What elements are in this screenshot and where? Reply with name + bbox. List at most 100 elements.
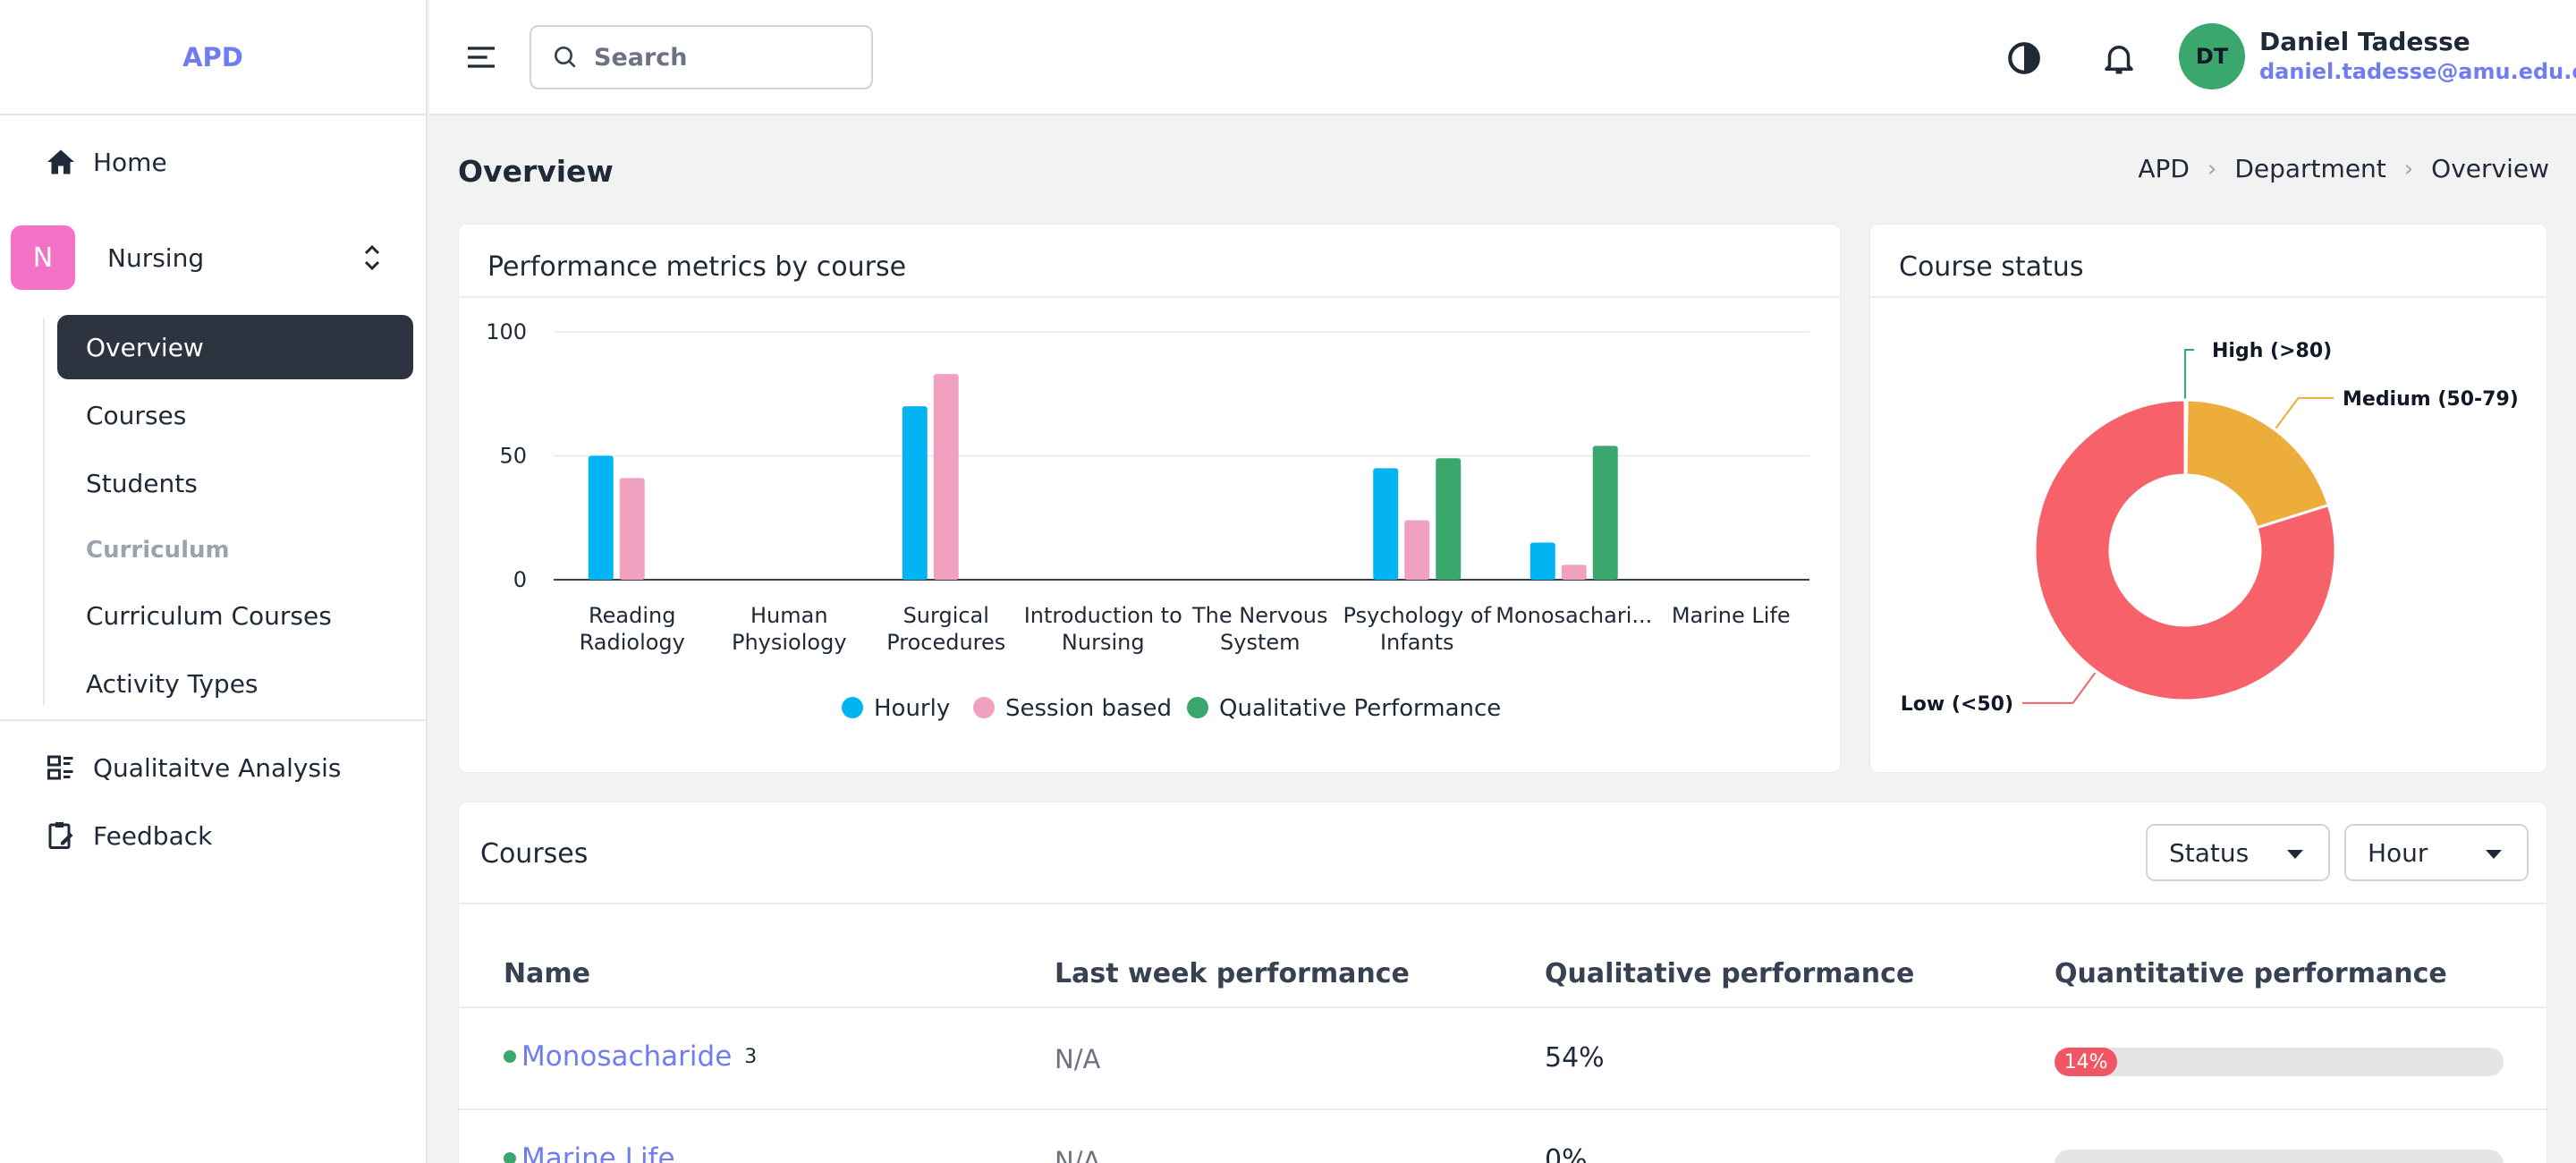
user-avatar[interactable]: DT [2179, 23, 2245, 89]
chevron-right-icon: › [2403, 155, 2414, 183]
sidebar-divider [0, 719, 428, 721]
sidebar-item-home[interactable]: Home [0, 135, 428, 189]
status-filter-select[interactable]: Status [2146, 824, 2330, 881]
sidebar-item-courses[interactable]: Courses [57, 383, 413, 447]
column-header-last-week[interactable]: Last week performance [1055, 958, 1410, 989]
bar[interactable] [1530, 542, 1555, 580]
sidebar-item-feedback[interactable]: Feedback [0, 809, 428, 862]
course-count: 3 [744, 1045, 758, 1068]
breadcrumb-item[interactable]: APD [2138, 154, 2190, 183]
column-header-quantitative[interactable]: Quantitative performance [2055, 958, 2447, 989]
card-divider [1870, 296, 2546, 298]
legend-swatch [973, 697, 995, 718]
table-divider [459, 903, 2546, 904]
workspace-switcher[interactable]: N Nursing [11, 225, 419, 290]
pie-slice[interactable] [2033, 398, 2337, 702]
sidebar-item-overview[interactable]: Overview [57, 315, 413, 379]
home-icon [43, 144, 79, 180]
workspace-avatar: N [11, 225, 75, 290]
sidebar: APD Home N Nursing Overview Courses Stud… [0, 0, 428, 1163]
sidebar-item-label: Courses [86, 400, 187, 430]
sidebar-item-label: Qualitaitve Analysis [93, 752, 342, 783]
sidebar-item-label: Activity Types [86, 668, 258, 699]
x-tick-label: Surgical [903, 603, 989, 628]
card-title: Performance metrics by course [487, 251, 907, 283]
user-email: daniel.tadesse@amu.edu.et [2259, 59, 2576, 84]
column-header-qualitative[interactable]: Qualitative performance [1545, 958, 1915, 989]
quantitative-progress-bar: 14% [2055, 1048, 2504, 1076]
performance-card: Performance metrics by course 0 50 100 Read… [458, 224, 1841, 773]
bar[interactable] [1592, 446, 1618, 580]
hour-filter-select[interactable]: Hour [2344, 824, 2529, 881]
x-tick-label: Radiology [580, 630, 685, 655]
card-divider [459, 296, 1840, 298]
top-header: DT Daniel Tadesse daniel.tadesse@amu.edu… [429, 0, 2576, 115]
search-box[interactable] [530, 25, 873, 89]
courses-title: Courses [480, 838, 589, 870]
legend-label[interactable]: Session based [1005, 695, 1172, 722]
x-tick-label: Psychology of [1343, 603, 1492, 628]
sidebar-item-label: Students [86, 468, 198, 498]
courses-card: Courses Status Hour Name Last week perfo… [458, 802, 2547, 1163]
y-tick-label: 100 [486, 319, 527, 344]
sidebar-item-curriculum-courses[interactable]: Curriculum Courses [57, 583, 413, 648]
caret-down-icon [2287, 850, 2303, 859]
menu-icon[interactable] [463, 39, 499, 75]
sidebar-item-qualitative-analysis[interactable]: Qualitaitve Analysis [0, 741, 428, 794]
label-leader-line [2022, 672, 2097, 704]
qualitative-value: 54% [1545, 1042, 1605, 1074]
theme-toggle-icon[interactable] [2005, 39, 2043, 77]
caret-down-icon [2486, 850, 2502, 859]
column-header-name[interactable]: Name [504, 958, 590, 989]
x-tick-label: Infants [1380, 630, 1454, 655]
status-dot [504, 1152, 516, 1163]
user-name: Daniel Tadesse [2259, 27, 2470, 56]
progress-fill: 14% [2055, 1048, 2118, 1076]
chevron-up-down-icon [361, 242, 383, 277]
legend-label[interactable]: Qualitative Performance [1219, 695, 1501, 722]
sidebar-item-activity-types[interactable]: Activity Types [57, 651, 413, 716]
slice-label: Low (<50) [1901, 693, 2013, 716]
bar[interactable] [1561, 565, 1587, 580]
breadcrumb-item[interactable]: Department [2234, 154, 2386, 183]
bar[interactable] [1404, 520, 1430, 580]
x-tick-label: Marine Life [1672, 603, 1791, 628]
page-title: Overview [458, 154, 614, 189]
x-tick-label: Physiology [732, 630, 847, 655]
x-tick-label: Procedures [886, 630, 1005, 655]
x-tick-label: Reading [589, 603, 675, 628]
qualitative-value: 0% [1545, 1144, 1588, 1163]
breadcrumb: APD › Department › Overview [2138, 154, 2549, 183]
table-divider [459, 1006, 2546, 1008]
brand-logo[interactable]: APD [0, 0, 426, 115]
legend-label[interactable]: Hourly [874, 695, 950, 722]
x-tick-label: The Nervous [1191, 603, 1327, 628]
bell-icon[interactable] [2100, 39, 2138, 77]
table-row[interactable]: Marine Life [504, 1142, 688, 1163]
sidebar-item-label: Overview [86, 332, 204, 362]
x-tick-label: Nursing [1062, 630, 1145, 655]
label-leader-line [2184, 349, 2194, 400]
bar[interactable] [588, 455, 614, 581]
sidebar-item-students[interactable]: Students [57, 451, 413, 515]
bar[interactable] [933, 374, 959, 580]
status-dot [504, 1050, 516, 1063]
pie-slice[interactable] [2184, 398, 2331, 530]
y-tick-label: 0 [513, 567, 527, 592]
bar[interactable] [1373, 468, 1399, 580]
card-title: Course status [1899, 251, 2084, 283]
sidebar-item-label: Home [93, 147, 167, 177]
select-value: Status [2169, 837, 2250, 868]
y-tick-label: 50 [499, 444, 527, 469]
last-week-value: N/A [1055, 1044, 1101, 1074]
table-row[interactable]: Monosacharide 3 [504, 1040, 757, 1073]
course-name-link[interactable]: Marine Life [521, 1142, 675, 1163]
course-status-card: Course status High (>80) Medium (50-79) Lo… [1869, 224, 2547, 773]
course-name-link[interactable]: Monosacharide [521, 1040, 733, 1073]
bar[interactable] [619, 478, 645, 580]
bar[interactable] [1436, 458, 1462, 580]
search-input[interactable] [594, 43, 862, 72]
quantitative-progress-bar [2055, 1150, 2504, 1163]
table-divider [459, 1108, 2546, 1110]
bar[interactable] [902, 406, 928, 580]
